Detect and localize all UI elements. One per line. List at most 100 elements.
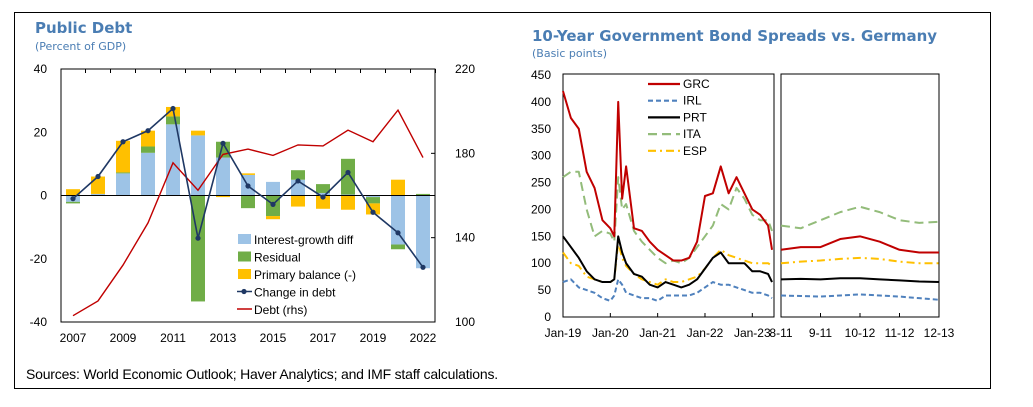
figure-frame — [14, 12, 991, 389]
right-x-tick-label: Jan-21 — [639, 326, 676, 340]
bar-residual — [316, 184, 330, 193]
bar-residual — [416, 193, 430, 196]
spreads-panel-1 — [562, 73, 775, 318]
right-y-tick-label: 400 — [531, 95, 551, 109]
bar-primary-balance- — [366, 203, 380, 215]
right-x-tick-label: Jan-23 — [734, 326, 771, 340]
change-in-debt-marker — [270, 201, 276, 207]
left-y2-tick-label: 180 — [455, 146, 475, 160]
bar-primary-balance- — [216, 195, 230, 198]
bar-primary-balance- — [316, 195, 330, 209]
bar-primary-balance- — [91, 176, 105, 194]
legend-marker — [241, 288, 247, 295]
change-in-debt-marker — [395, 230, 401, 236]
bar-interest-growth-diff — [191, 135, 205, 196]
left-y-tick-label: 40 — [34, 62, 48, 76]
bar-interest-growth-diff — [216, 157, 230, 196]
left-y-tick-label: 0 — [40, 189, 47, 203]
bar-residual — [366, 197, 380, 204]
bar-primary-balance- — [241, 173, 255, 175]
bar-primary-balance- — [191, 130, 205, 136]
legend-label: PRT — [683, 110, 707, 124]
right-y-tick-label: 450 — [531, 68, 551, 82]
left-x-tick-label: 2022 — [410, 331, 437, 345]
series-grc-panel2 — [780, 235, 939, 254]
bar-primary-balance- — [266, 216, 280, 220]
right-y-tick-label: 0 — [544, 310, 551, 324]
bar-interest-growth-diff — [316, 192, 330, 196]
right-x-tick-label: 12-13 — [924, 326, 955, 340]
right-y-tick-label: 300 — [531, 149, 551, 163]
change-in-debt-marker — [145, 128, 151, 134]
change-in-debt-marker — [170, 105, 176, 112]
right-y-tick-label: 350 — [531, 122, 551, 136]
left-x-tick-label: 2019 — [360, 331, 387, 345]
right-x-tick-label: 9-11 — [809, 326, 832, 340]
left-x-tick-label: 2017 — [310, 331, 337, 345]
series-grc-panel1 — [562, 90, 774, 262]
legend-label: ITA — [683, 127, 701, 141]
right-y-tick-label: 250 — [531, 176, 551, 190]
left-y-tick-label: 20 — [34, 125, 48, 139]
legend-swatch — [238, 234, 251, 244]
legend-label: Debt (rhs) — [254, 303, 307, 317]
left-x-tick-label: 2009 — [110, 331, 137, 345]
change-in-debt-marker — [245, 183, 251, 189]
bar-interest-growth-diff — [416, 195, 430, 269]
change-in-debt-marker — [95, 173, 101, 180]
bar-residual — [66, 201, 80, 204]
right-y-tick-label: 100 — [531, 256, 551, 270]
bar-interest-growth-diff — [116, 173, 130, 196]
change-in-debt-marker — [370, 209, 376, 215]
right-x-tick-label: 11-12 — [885, 326, 915, 340]
legend-label: Interest-growth diff — [254, 233, 354, 247]
bar-residual — [391, 244, 405, 250]
left-y-tick-label: -20 — [30, 252, 48, 266]
series-irl-panel2 — [780, 293, 940, 301]
bar-residual — [116, 172, 130, 174]
right-x-tick-label: Jan-20 — [592, 326, 629, 340]
bar-interest-growth-diff — [366, 195, 380, 198]
bar-interest-growth-diff — [391, 195, 405, 245]
bar-residual — [141, 146, 155, 153]
right-x-tick-label: Jan-19 — [545, 326, 582, 340]
right-x-tick-label: 8-11 — [769, 326, 792, 340]
right-chart-title: 10-Year Government Bond Spreads vs. Germ… — [532, 27, 938, 45]
left-x-tick-label: 2011 — [160, 331, 186, 345]
left-y2-tick-label: 100 — [455, 315, 475, 329]
debt-line — [72, 108, 424, 317]
bar-interest-growth-diff — [141, 152, 155, 196]
series-esp-panel2 — [780, 256, 939, 265]
left-x-tick-label: 2013 — [210, 331, 237, 345]
series-ita-panel1 — [562, 170, 773, 265]
left-y2-tick-label: 140 — [455, 231, 475, 245]
bar-interest-growth-diff — [266, 181, 280, 196]
change-in-debt-marker — [345, 169, 351, 176]
change-in-debt-marker — [70, 196, 76, 202]
change-in-debt-marker — [295, 178, 301, 184]
bar-residual — [291, 170, 305, 180]
bar-primary-balance- — [141, 130, 155, 147]
bar-primary-balance- — [116, 140, 130, 173]
change-in-debt-marker — [320, 194, 326, 200]
series-ita-panel2 — [780, 205, 940, 230]
legend-swatch — [238, 269, 251, 279]
series-prt-panel2 — [780, 277, 940, 284]
right-x-tick-label: 10-12 — [845, 326, 876, 340]
series-irl-panel1 — [562, 278, 773, 302]
left-y2-tick-label: 220 — [455, 62, 475, 76]
left-x-tick-label: 2015 — [260, 331, 287, 345]
change-in-debt-marker — [420, 264, 426, 270]
legend-label: Residual — [254, 251, 301, 265]
left-x-tick-label: 2007 — [60, 331, 87, 345]
change-in-debt-marker — [220, 140, 226, 146]
source-note: Sources: World Economic Outlook; Haver A… — [26, 366, 498, 382]
right-x-tick-label: Jan-22 — [687, 326, 724, 340]
series-prt-panel1 — [562, 235, 773, 289]
bar-interest-growth-diff — [91, 193, 105, 196]
bar-primary-balance- — [291, 195, 305, 207]
bar-residual — [166, 116, 180, 125]
left-chart-subtitle: (Percent of GDP) — [35, 40, 127, 53]
legend-label: IRL — [683, 94, 702, 108]
